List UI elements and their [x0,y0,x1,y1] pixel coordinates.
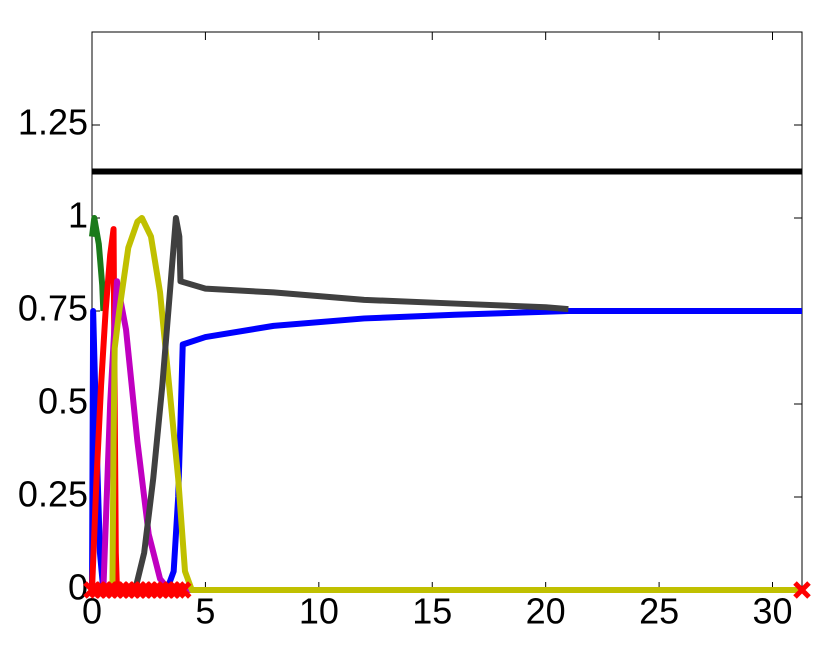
x-tick-label: 25 [639,591,679,632]
y-tick-label: 1.25 [18,102,88,143]
x-marker [173,581,192,599]
series-line [109,215,802,593]
x-tick-label: 15 [412,591,452,632]
y-tick-label: 0 [68,567,88,608]
x-tick-label: 0 [82,591,102,632]
series-line [89,215,107,312]
x-tick-label: 20 [526,591,566,632]
y-tick-label: 0.25 [18,474,88,515]
series-line [89,308,802,593]
y-tick-label: 1 [68,195,88,236]
y-tick-label: 0.5 [38,381,88,422]
x-marker [168,581,186,599]
x-marker [793,581,811,599]
x-tick-label: 5 [195,591,215,632]
y-tick-label: 0.75 [18,288,88,329]
series-line [132,215,569,591]
x-tick-label: 10 [299,591,339,632]
x-tick-label: 30 [752,591,792,632]
